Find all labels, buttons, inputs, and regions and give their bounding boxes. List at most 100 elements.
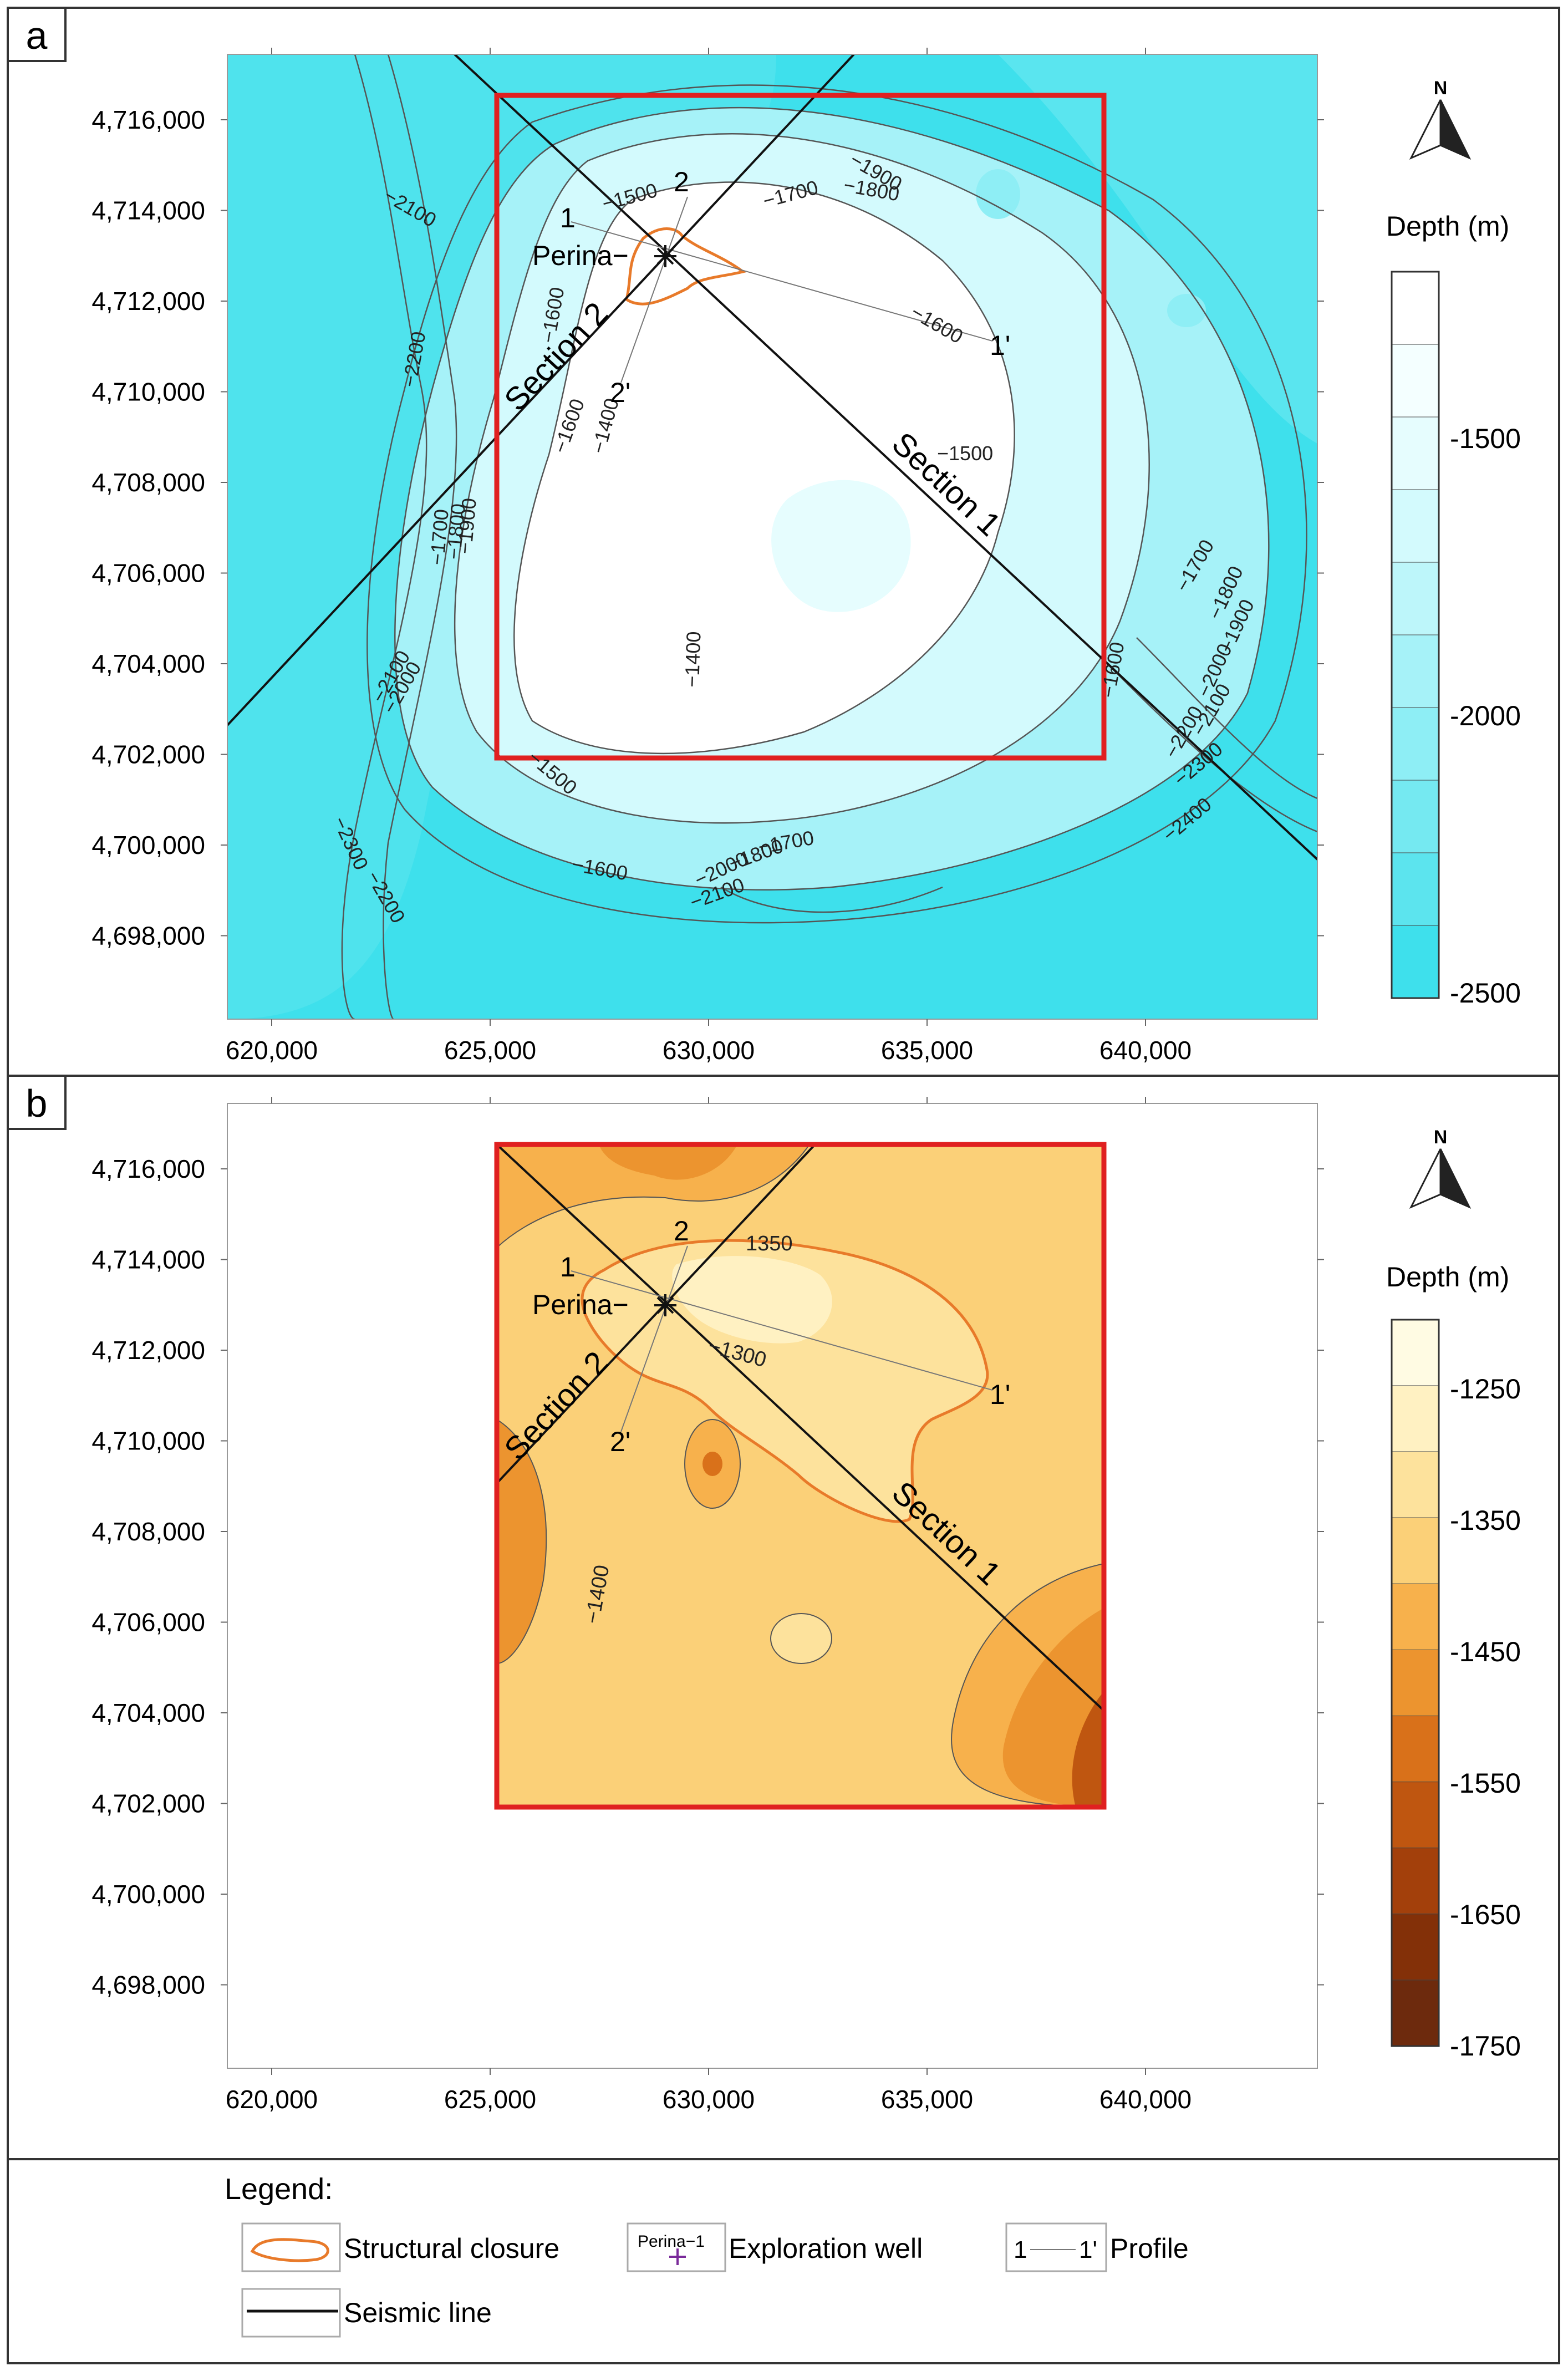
seismic-line-section-2-b [497, 1144, 816, 1484]
survey-area-box-b [494, 1142, 1107, 1810]
colorbar-a-band [1391, 707, 1439, 781]
colorbar-tick: -1650 [1450, 1899, 1521, 1930]
colorbar-a-band [1391, 416, 1439, 490]
legend-profile-label: Profile [1110, 2233, 1189, 2264]
depth-fill-1250-b [672, 1256, 832, 1344]
colorbar-b-band [1391, 1319, 1439, 1386]
y-tick-label: 4,712,000 [91, 1336, 205, 1365]
y-tick-label: 4,714,000 [91, 1245, 205, 1274]
panel-b-letter-box [7, 1075, 67, 1130]
legend-well-swatch [627, 2222, 726, 2272]
panel-b-letter: b [26, 1082, 48, 1125]
y-tick-label: 4,702,000 [91, 1789, 205, 1818]
y-tick-label: 4,714,000 [91, 196, 205, 225]
colorbar-a-band [1391, 562, 1439, 635]
depth-fill-high-b [770, 1613, 832, 1664]
colorbar-ticks-a: -1500 -2000 -2500 [1450, 423, 1521, 1009]
profile-1-a [571, 221, 993, 342]
seismic-line-section-2-a [227, 54, 855, 726]
colorbar-b-band [1391, 1914, 1439, 1981]
x-tick-label: 620,000 [226, 2085, 318, 2114]
legend-closure-symbol [250, 2238, 329, 2262]
x-tick-label: 630,000 [663, 2085, 755, 2114]
y-tick-label: 4,700,000 [91, 1880, 205, 1909]
contour-label: 1350 [746, 1232, 793, 1255]
colorbar-b-band [1391, 1848, 1439, 1915]
north-label: N [1434, 1127, 1448, 1148]
survey-area-box-a [494, 93, 1107, 761]
depth-fill-1300-b [582, 1240, 987, 1522]
colorbar-b-band [1391, 1583, 1439, 1650]
colorbar-b-band [1391, 1782, 1439, 1849]
y-tick-label: 4,706,000 [91, 559, 205, 588]
colorbar-b-band [1391, 1451, 1439, 1518]
depth-fill-spot-2 [1167, 294, 1206, 327]
colorbar-a-band [1391, 271, 1439, 345]
colorbar-a-band [1391, 489, 1439, 563]
colorbar-tick: -1550 [1450, 1768, 1521, 1799]
legend-well-sym-label: Perina−1 [638, 2232, 705, 2251]
well-marker-a [654, 245, 676, 267]
y-tick-label: 4,698,000 [91, 1971, 205, 1999]
colorbar-a-band [1391, 344, 1439, 418]
colorbar-a-band [1391, 780, 1439, 853]
panel-a-letter: a [26, 14, 48, 57]
colorbar-b [1391, 1319, 1440, 2047]
north-arrow-b: N [1409, 1127, 1472, 1209]
panel-a: a [7, 7, 1521, 1065]
north-arrow-a: N [1409, 78, 1472, 160]
x-tick-label: 635,000 [881, 2085, 973, 2114]
y-tick-label: 4,700,000 [91, 831, 205, 859]
colorbar-tick: -2000 [1450, 700, 1521, 731]
panel-a-letter-box [7, 7, 67, 62]
profile-2-end-label-b: 2' [610, 1426, 630, 1457]
y-tick-label: 4,698,000 [91, 922, 205, 950]
panel-b: b 1350 [7, 1075, 1521, 2114]
x-tick-label: 640,000 [1099, 1036, 1192, 1065]
legend-seismic-label: Seismic line [344, 2297, 492, 2328]
y-tick-label: 4,716,000 [91, 1154, 205, 1183]
contour-label: −1900 [453, 497, 481, 554]
y-tick-label: 4,708,000 [91, 1517, 205, 1546]
depth-fill-1600-b [1072, 1691, 1104, 1807]
well-marker-b [654, 1294, 676, 1316]
x-tick-label: 625,000 [444, 2085, 536, 2114]
y-tick-label: 4,710,000 [91, 378, 205, 406]
contour-label: −1400 [680, 631, 705, 688]
well-label-a: Perina− [532, 240, 629, 271]
panel-a-axes-frame [227, 54, 1318, 1020]
depth-fill-north-b [497, 1144, 810, 1248]
colorbar-a-band [1391, 852, 1439, 926]
well-label-b: Perina− [532, 1289, 629, 1320]
y-tick-label: 4,704,000 [91, 1698, 205, 1727]
contour-lines-b [497, 1144, 1104, 1807]
contour-label: −1500 [937, 442, 993, 465]
profile-1-start-label-a: 1 [560, 202, 576, 233]
y-tick-label: 4,710,000 [91, 1427, 205, 1456]
colorbar-tick: -1500 [1450, 423, 1521, 454]
colorbar-title-a: Depth (m) [1386, 211, 1509, 242]
colorbar-ticks-b: -1250 -1350 -1450 -1550 -1650 -1750 [1450, 1373, 1521, 2062]
seismic-line-section-1-b [497, 1144, 1104, 1712]
colorbar-b-band [1391, 1649, 1439, 1717]
depth-fill-northeast [998, 54, 1317, 444]
legend-profile-start: 1 [1014, 2236, 1027, 2263]
colorbar-b-band [1391, 1980, 1439, 2047]
y-tick-label: 4,712,000 [91, 287, 205, 316]
legend-seismic-swatch [241, 2288, 341, 2338]
colorbar-tick: -1750 [1450, 2031, 1521, 2062]
panel-a-axis-ticks: 4,716,000 4,714,000 4,712,000 4,710,000 4,70… [91, 48, 1324, 1065]
legend-well-symbol [669, 2248, 686, 2265]
legend-profile-end: 1' [1079, 2236, 1097, 2263]
legend: Legend: Structural closure Perina−1 Expl… [225, 2172, 1189, 2338]
y-tick-label: 4,708,000 [91, 468, 205, 497]
seismic-line-section-1-a [454, 54, 1317, 861]
depth-fill-west [227, 54, 776, 1019]
profile-1-start-label-b: 1 [560, 1251, 576, 1283]
profile-2-a [620, 196, 688, 383]
legend-profile-swatch [1005, 2222, 1107, 2272]
legend-closure-label: Structural closure [344, 2233, 559, 2264]
profile-2-b [620, 1245, 688, 1432]
profile-1-end-label-b: 1' [990, 1379, 1010, 1410]
